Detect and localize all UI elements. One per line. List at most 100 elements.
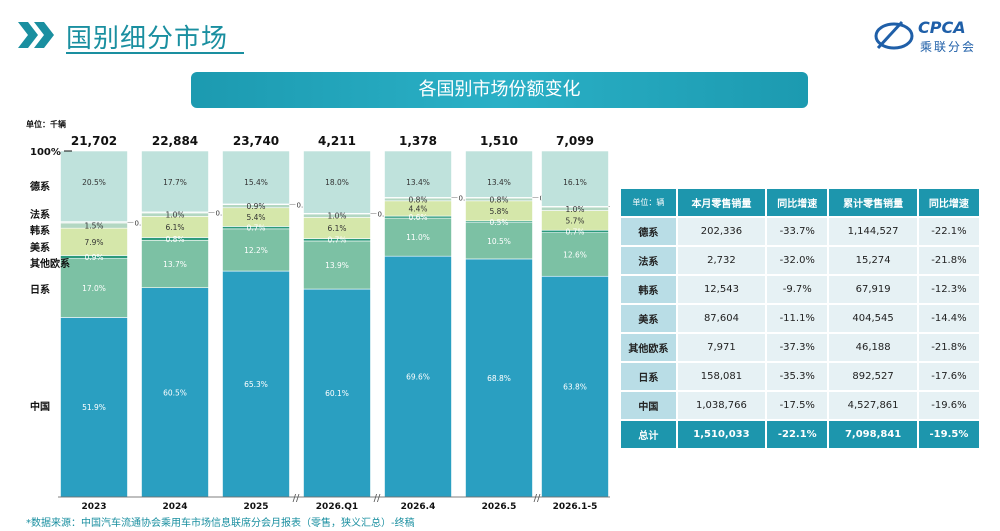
bar-segment [303,150,371,214]
data-label: 1.0% [165,211,184,220]
table-cell: 4,527,861 [829,392,917,419]
x-tick-label: 2026.5 [482,502,517,512]
legend-label: 德系 [29,180,50,193]
table-cell: -37.3% [767,334,828,361]
table-cell: -32.0% [767,247,828,274]
data-label: 0.7% [246,224,265,233]
data-label: 60.5% [163,388,187,397]
data-label: 69.6% [406,373,430,382]
x-tick-label: 2024 [162,502,187,512]
data-label: 1.0% [327,212,346,221]
table-row: 美系 87,604 -11.1% 404,545 -14.4% [621,305,979,332]
total-label: 4,211 [318,134,356,148]
bar-segment [303,288,371,498]
bar-segment [465,150,533,198]
table-cell: 1,038,766 [677,392,766,419]
data-label: 0.8% [408,195,427,204]
table-header-cell: 同比增速 [918,189,979,216]
table-cell: 1,510,033 [677,421,766,448]
legend-label: 日系 [30,283,50,296]
table-cell: -21.8% [918,334,979,361]
table-header-cell: 同比增速 [767,189,828,216]
table-row: 德系 202,336 -33.7% 1,144,527 -22.1% [621,218,979,245]
data-label: 0.5% [489,218,508,227]
table-cell: 67,919 [829,276,917,303]
table-cell: 404,545 [829,305,917,332]
data-label: 13.7% [163,260,187,269]
row-label: 其他欧系 [621,334,676,361]
table-cell: 892,527 [829,363,917,390]
row-label: 美系 [621,305,676,332]
cpca-logo-icon [874,20,914,50]
table-cell: 15,274 [829,247,917,274]
total-label: 1,378 [399,134,437,148]
total-label: 1,510 [480,134,518,148]
table-row: 日系 158,081 -35.3% 892,527 -17.6% [621,363,979,390]
legend-label: 其他欧系 [30,257,70,270]
table-cell: -21.8% [918,247,979,274]
data-label: 0.7% [327,236,346,245]
legend-label: 法系 [30,208,50,221]
data-label: 65.3% [244,380,268,389]
data-label: 51.9% [82,403,106,412]
data-label: 13.9% [325,261,349,270]
row-label: 法系 [621,247,676,274]
row-label: 日系 [621,363,676,390]
bar-segment [465,258,533,498]
double-chevron-icon [18,22,54,48]
table-header-cell: 累计零售销量 [829,189,917,216]
table-cell: 202,336 [677,218,766,245]
table-total-row: 总计 1,510,033 -22.1% 7,098,841 -19.5% [621,421,979,448]
data-label: 0.9% [246,202,265,211]
axis-break-mark: // [374,493,381,504]
data-label: 60.1% [325,389,349,398]
table-cell: -11.1% [767,305,828,332]
axis-break-mark: // [293,493,300,504]
total-label: 总计 [621,421,676,448]
bar-segment [60,150,128,222]
legend-label: 美系 [30,241,50,254]
data-label: 5.7% [565,216,584,225]
table-cell: -17.5% [767,392,828,419]
data-label: 6.1% [327,224,346,233]
table-cell: 87,604 [677,305,766,332]
table-cell: 46,188 [829,334,917,361]
table-cell: 158,081 [677,363,766,390]
table-cell: 7,098,841 [829,421,917,448]
table-row: 其他欧系 7,971 -37.3% 46,188 -21.8% [621,334,979,361]
logo-text: CPCA [918,18,966,37]
table-cell: -22.1% [767,421,828,448]
bar-segment [541,275,609,498]
row-label: 德系 [621,218,676,245]
data-label: 10.5% [487,237,511,246]
table-header-cell: 本月零售销量 [677,189,766,216]
bar-segment [303,240,371,290]
bar-segment [141,150,209,213]
table-cell: -9.7% [767,276,828,303]
data-label: 5.4% [246,213,265,222]
table-cell: 1,144,527 [829,218,917,245]
table-cell: 2,732 [677,247,766,274]
table-cell: -22.1% [918,218,979,245]
data-label: 7.9% [84,238,103,247]
data-label: 16.1% [563,178,587,187]
bar-segment [384,255,452,498]
bar-segment [222,150,290,205]
table-cell: -14.4% [918,305,979,332]
total-label: 23,740 [233,134,279,148]
table-cell: -12.3% [918,276,979,303]
table-cell: -19.6% [918,392,979,419]
data-label: 17.0% [82,284,106,293]
bar-segment [141,239,209,288]
table-cell: 7,971 [677,334,766,361]
data-label: 12.6% [563,250,587,259]
row-label: 中国 [621,392,676,419]
data-label: 20.5% [82,178,106,187]
unit-label: 单位：千辆 [26,119,66,129]
table-cell: -19.5% [918,421,979,448]
row-label: 韩系 [621,276,676,303]
bar-segment [384,150,452,198]
data-label: 4.4% [408,204,427,213]
data-label: 63.8% [563,383,587,392]
